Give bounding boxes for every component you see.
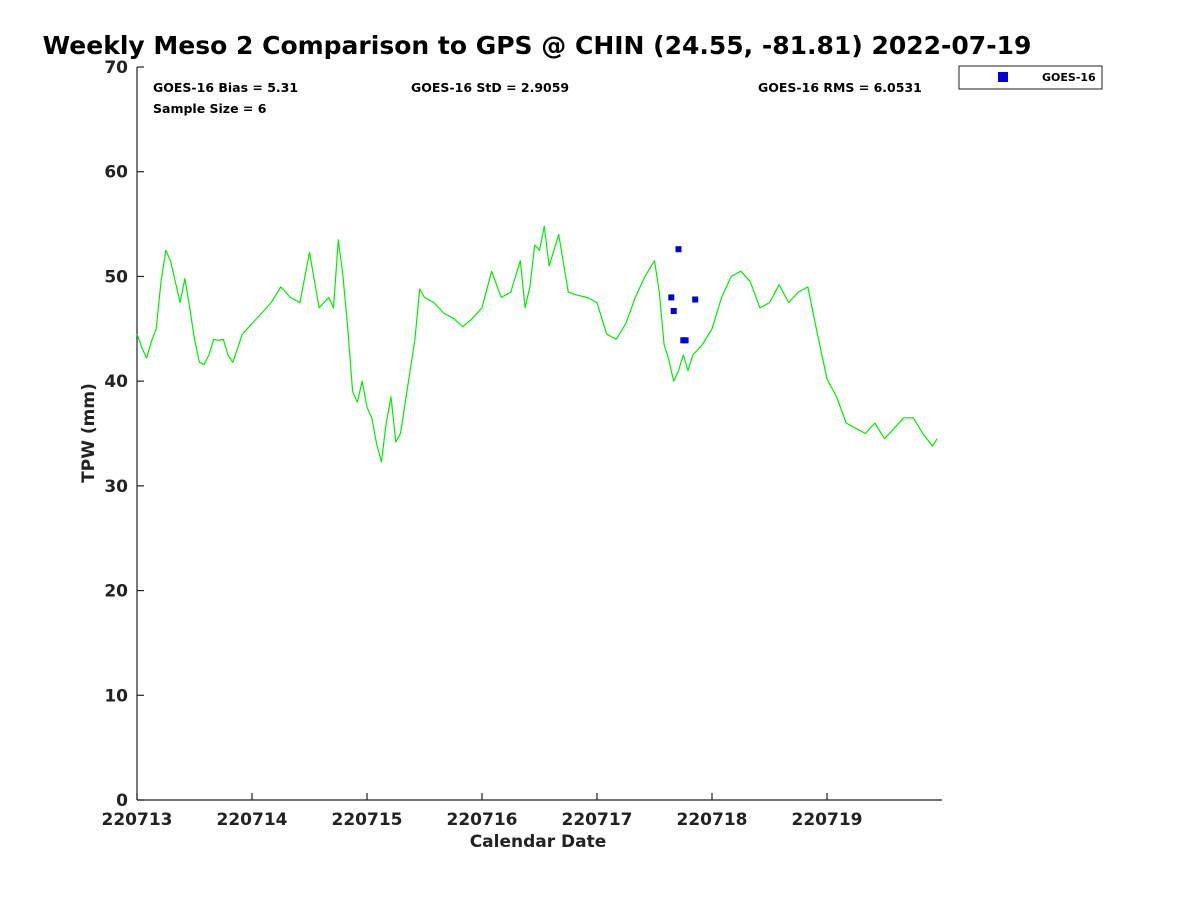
x-axis-label: Calendar Date [470, 832, 607, 852]
y-tick-label: 0 [116, 791, 128, 811]
y-ticks: 0 10 20 30 40 50 60 70 [104, 58, 144, 811]
y-tick-label: 40 [104, 372, 128, 392]
chart-title: Weekly Meso 2 Comparison to GPS @ CHIN (… [43, 31, 1032, 60]
x-tick-label: 220714 [217, 810, 288, 830]
goes-16-point [682, 337, 689, 344]
legend-box [958, 65, 1103, 90]
axes: 0 10 20 30 40 50 60 70 220713 220714 220715 220716… [102, 58, 942, 830]
rms-stat: GOES-16 RMS = 6.0531 [758, 80, 922, 95]
x-ticks: 220713 220714 220715 220716 220717 220718 2207… [102, 793, 863, 830]
x-tick-label: 220717 [562, 810, 633, 830]
legend: GOES-16 [958, 65, 1103, 90]
legend-entry-goes-16: GOES-16 [1042, 71, 1096, 84]
std-stat: GOES-16 StD = 2.9059 [411, 80, 569, 95]
gps-tpw-line [136, 225, 938, 463]
goes-16-point [668, 294, 675, 301]
x-tick-label: 220719 [792, 810, 863, 830]
x-tick-label: 220713 [102, 810, 173, 830]
y-tick-label: 30 [104, 477, 128, 497]
y-tick-label: 70 [104, 58, 128, 78]
sample-size-stat: Sample Size = 6 [153, 101, 267, 116]
goes-16-point [670, 308, 677, 314]
bias-stat: GOES-16 Bias = 5.31 [153, 80, 298, 95]
goes-16-point [675, 246, 682, 253]
legend-square-marker-icon [998, 72, 1008, 82]
y-tick-label: 10 [104, 686, 128, 706]
goes-16-series [668, 246, 699, 344]
y-tick-label: 60 [104, 163, 128, 183]
y-tick-label: 20 [104, 582, 128, 602]
x-tick-label: 220715 [332, 810, 403, 830]
y-tick-label: 50 [104, 267, 128, 287]
x-tick-label: 220716 [447, 810, 518, 830]
y-axis-label: TPW (mm) [79, 383, 99, 483]
x-tick-label: 220718 [677, 810, 748, 830]
goes-16-point [692, 296, 699, 303]
stats-annotations: GOES-16 Bias = 5.31 GOES-16 StD = 2.9059… [153, 80, 922, 116]
gps-series [136, 225, 938, 463]
